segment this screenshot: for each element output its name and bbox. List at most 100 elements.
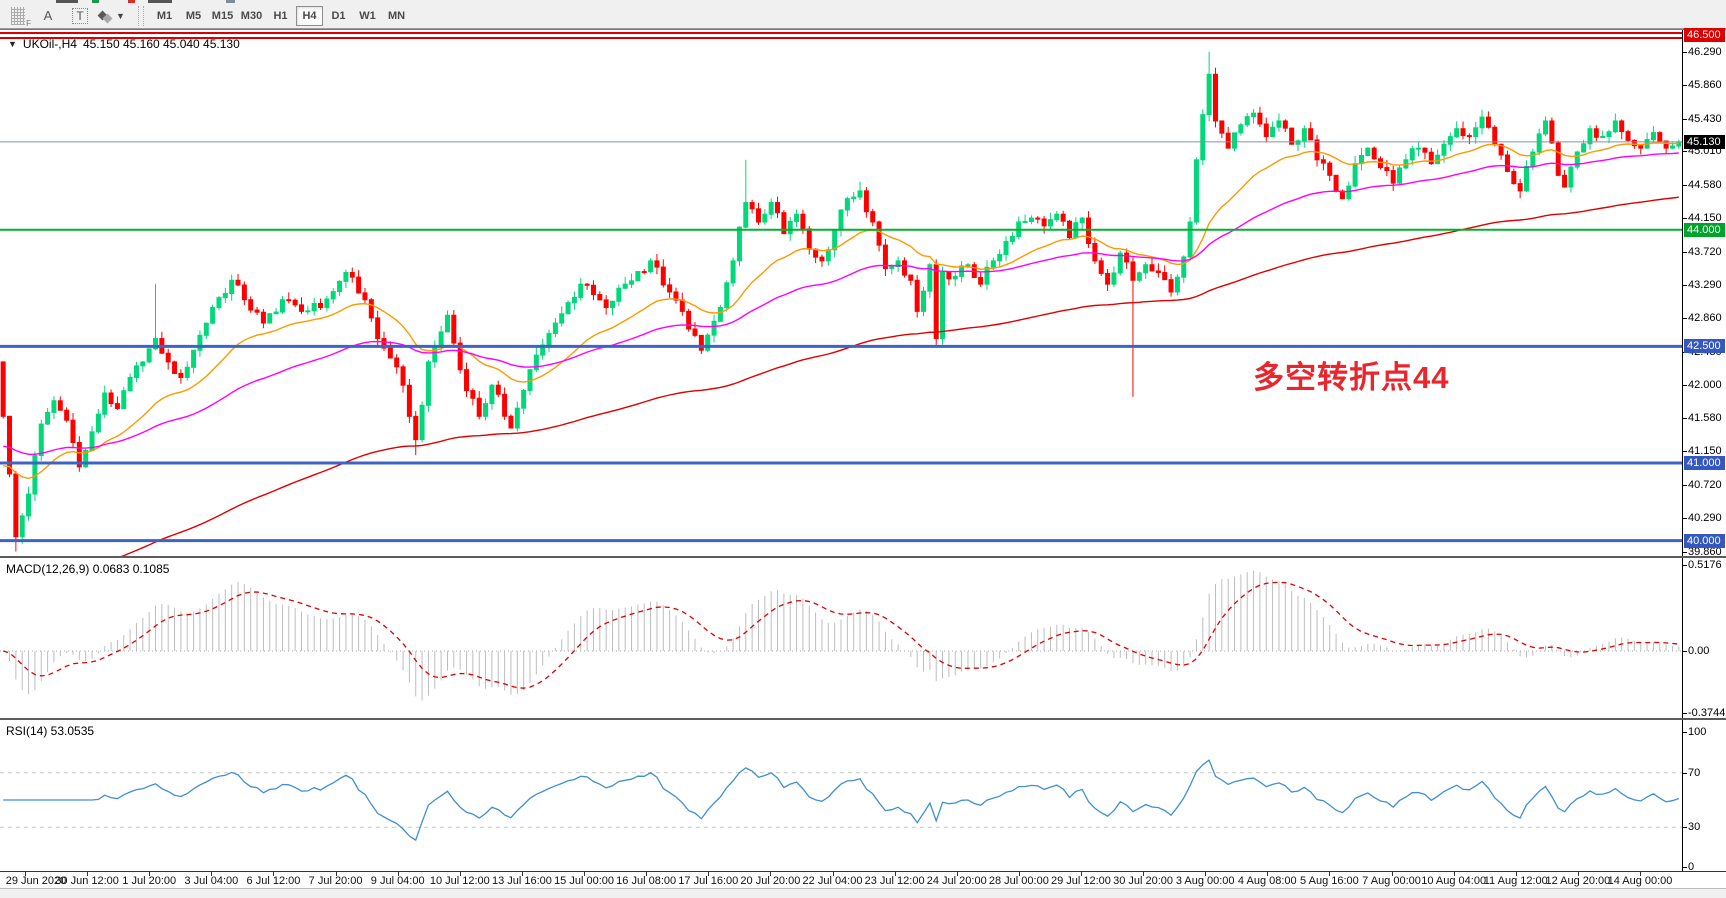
price-tick-label: 41.150 [1688, 445, 1722, 458]
chevron-down-icon[interactable]: ▼ [116, 10, 125, 21]
date-label: 7 Aug 00:00 [1362, 875, 1421, 887]
date-tickmark [956, 872, 958, 876]
date-tickmark [1205, 872, 1207, 876]
main-chart-canvas[interactable] [0, 30, 1682, 557]
chart-title: ▼ UKOil-,H4 45.150 45.160 45.040 45.130 [8, 37, 240, 51]
date-label: 12 Aug 20:00 [1545, 875, 1611, 887]
cutoff-icon-fragment [92, 0, 99, 3]
cutoff-icon-fragment [128, 0, 135, 3]
axis-tickmark [1683, 732, 1687, 733]
price-tick-label: 39.860 [1688, 545, 1722, 558]
text-label-tool-icon[interactable]: A [43, 8, 53, 23]
price-tick-label: 43.720 [1688, 245, 1722, 258]
date-label: 15 Jul 00:00 [554, 875, 614, 887]
text-box-tool-icon[interactable]: T [67, 6, 93, 26]
date-tickmark [770, 872, 772, 876]
axis-tickmark [1683, 518, 1687, 520]
axis-tickmark [1683, 284, 1687, 286]
date-label: 1 Jul 20:00 [122, 875, 177, 887]
date-tickmark [832, 872, 834, 876]
date-tickmark [149, 872, 151, 876]
toolbar-separator [138, 5, 144, 26]
main-price-panel: ▼ UKOil-,H4 45.150 45.160 45.040 45.130 … [0, 28, 1726, 558]
date-label: 4 Aug 08:00 [1237, 875, 1297, 887]
date-tickmark [25, 872, 26, 876]
chart-annotation-text[interactable]: 多空转折点44 [1253, 360, 1450, 395]
axis-tickmark [1683, 651, 1687, 653]
date-axis[interactable]: 29 Jun 2020 30 Jun 12:00 1 Jul 20:00 3 J… [0, 871, 1726, 888]
rsi-tick-label: 70 [1688, 766, 1701, 779]
price-tick-label: 40.720 [1688, 478, 1722, 491]
axis-tickmark [1683, 417, 1687, 419]
date-label: 24 Jul 20:00 [926, 875, 987, 887]
chart-toolbar: F A T ▼ M1 M5 M15 M30 H1 H4 D1 W1 MN [0, 3, 1726, 29]
symbol-period-label: UKOil-,H4 [22, 37, 77, 51]
axis-tickmark [1683, 85, 1687, 87]
macd-signal-line [3, 581, 1679, 689]
timeframe-button-w1[interactable]: W1 [359, 9, 376, 22]
chart-dropdown-icon[interactable]: ▼ [8, 39, 17, 49]
macd-panel: MACD(12,26,9) 0.0683 0.1085 0.5176 0.00 … [0, 556, 1726, 720]
macd-tick-label: 0.5176 [1688, 559, 1722, 571]
grid-pattern-tool-icon[interactable]: F [3, 6, 31, 28]
date-tickmark [584, 872, 586, 876]
timeframe-button-h4[interactable]: H4 [296, 5, 323, 26]
date-tickmark [708, 872, 710, 876]
date-tickmark [1577, 872, 1579, 876]
price-tick-label: 43.290 [1688, 278, 1722, 291]
date-tickmark [273, 872, 275, 876]
price-tick-label: 46.290 [1688, 45, 1722, 58]
diamond-icon [102, 13, 113, 24]
axis-tickmark [1683, 151, 1687, 153]
macd-tick-label: 0.00 [1688, 645, 1710, 658]
bottom-strip [0, 888, 1726, 898]
axis-tickmark [1683, 484, 1687, 486]
date-label: 3 Jul 04:00 [184, 875, 239, 887]
timeframe-button-m5[interactable]: M5 [185, 9, 202, 22]
axis-tickmark [1683, 318, 1687, 320]
date-label: 28 Jul 00:00 [988, 875, 1049, 887]
date-tickmark [397, 872, 399, 876]
macd-tick-label: -0.3744 [1688, 707, 1726, 719]
macd-axis[interactable]: 0.5176 0.00 -0.3744 [1682, 558, 1726, 719]
macd-canvas[interactable] [0, 558, 1682, 720]
price-line-badge: 45.130 [1684, 134, 1725, 149]
axis-tickmark [1683, 218, 1687, 220]
date-label: 23 Jul 12:00 [864, 875, 925, 887]
timeframe-button-m15[interactable]: M15 [211, 9, 234, 22]
cutoff-icon-fragment [148, 0, 172, 3]
date-label: 11 Aug 12:00 [1483, 875, 1548, 887]
macd-label: MACD(12,26,9) 0.0683 0.1085 [6, 562, 170, 576]
timeframe-button-m1[interactable]: M1 [156, 9, 173, 22]
axis-tickmark [1683, 118, 1687, 120]
cutoff-toolbar-strip [0, 0, 1726, 3]
price-line-badge: 41.000 [1684, 455, 1725, 470]
axis-tickmark [1683, 184, 1687, 186]
date-tickmark [1080, 872, 1082, 876]
axis-tickmark [1683, 51, 1687, 53]
price-line-badge: 46.500 [1684, 28, 1725, 43]
shapes-tool-icon[interactable]: ▼ [97, 6, 125, 26]
date-label: 7 Jul 20:00 [308, 875, 363, 887]
date-label: 13 Jul 16:00 [491, 875, 552, 887]
timeframe-button-d1[interactable]: D1 [331, 9, 346, 22]
timeframe-button-h1[interactable]: H1 [273, 9, 288, 22]
date-tickmark [1453, 872, 1455, 876]
price-axis[interactable]: 46.290 45.860 45.430 45.010 44.580 44.15… [1682, 28, 1726, 558]
rsi-tick-label: 30 [1688, 821, 1701, 834]
timeframe-button-mn[interactable]: MN [387, 9, 406, 22]
timeframe-button-m30[interactable]: M30 [240, 9, 263, 22]
date-tickmark [521, 872, 523, 876]
axis-tickmark [1683, 251, 1687, 253]
axis-tickmark [1683, 385, 1687, 387]
date-tickmark [1515, 872, 1517, 876]
date-label: 3 Aug 00:00 [1175, 875, 1235, 887]
date-tickmark [1267, 872, 1269, 876]
rsi-axis[interactable]: 100 70 30 0 [1682, 720, 1726, 873]
rsi-canvas[interactable] [0, 720, 1682, 873]
rsi-line [3, 759, 1680, 842]
date-label: 20 Jul 20:00 [740, 875, 801, 887]
cutoff-icon-fragment [226, 0, 235, 3]
price-tick-label: 44.150 [1688, 212, 1722, 225]
